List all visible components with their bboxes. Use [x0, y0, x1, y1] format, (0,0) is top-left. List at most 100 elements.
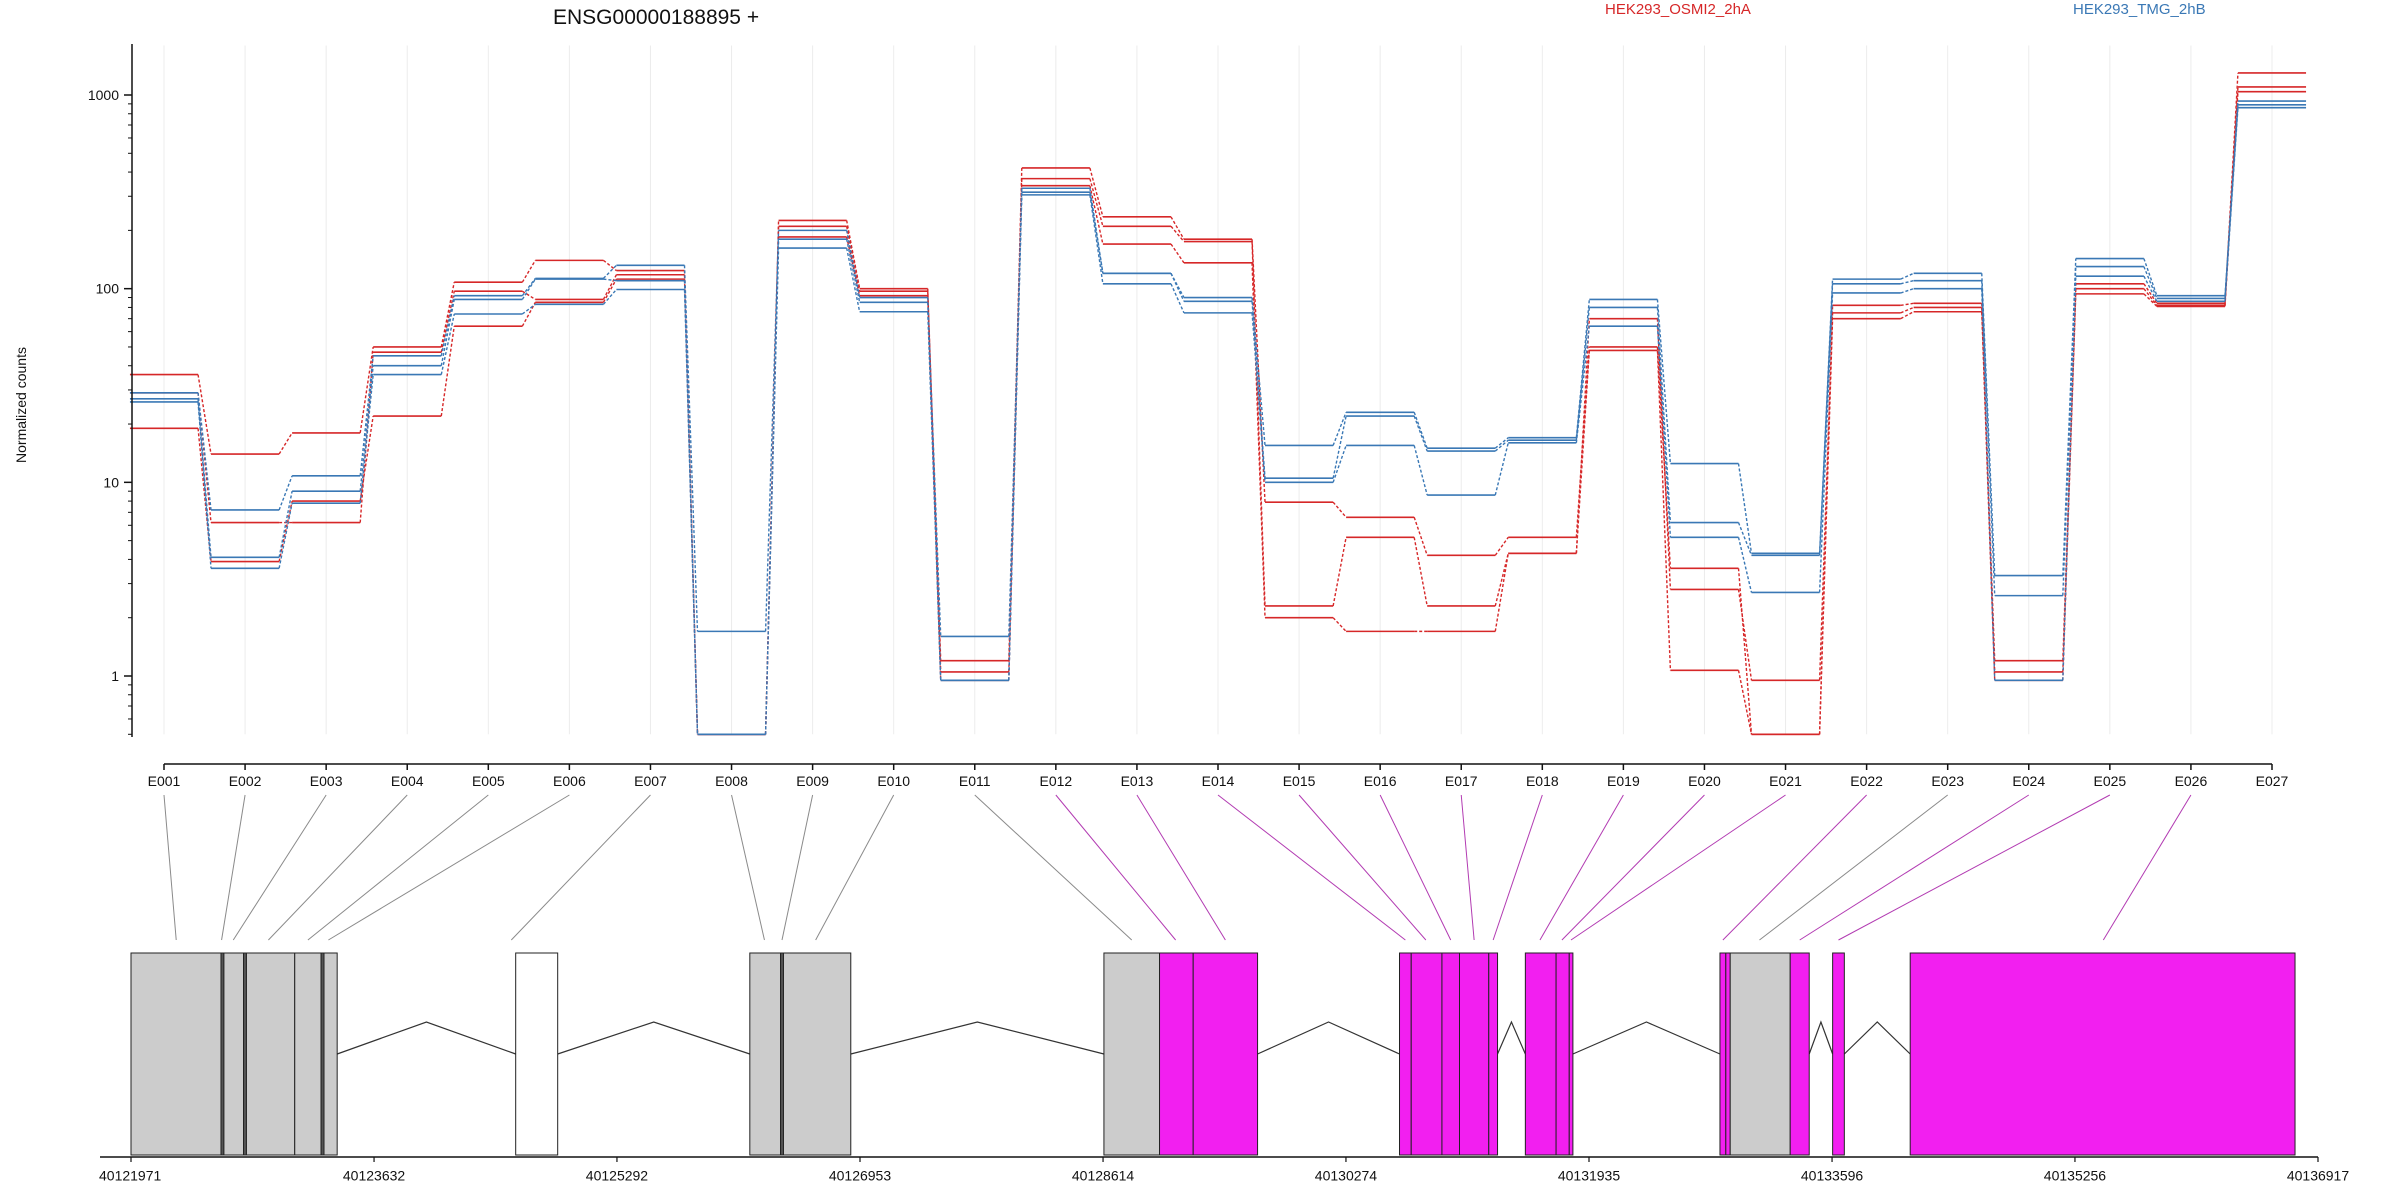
series-6-connector-22: [1900, 288, 1914, 294]
link-e015: [1298, 794, 1427, 941]
x-tick-label-e002: E002: [229, 773, 262, 789]
exon-block-22: [1555, 952, 1570, 1156]
series-6-connector-26: [2224, 107, 2239, 302]
series-3-connector-5: [521, 302, 536, 327]
y-axis-label: Normalized counts: [13, 347, 29, 463]
exon-block-21: [1524, 952, 1557, 1156]
link-e022: [1722, 794, 1867, 941]
link-e014: [1217, 794, 1406, 941]
series-1-connector-16: [1413, 517, 1428, 556]
link-e018: [1492, 794, 1543, 941]
intron-8: [1843, 1021, 1911, 1055]
exon-block-17: [1410, 952, 1443, 1156]
intron-7: [1808, 1020, 1834, 1055]
genome-tick-label-7: 40131935: [1558, 1167, 1621, 1183]
series-2-connector-5: [521, 290, 536, 301]
genome-tick-label-8: 40133596: [1801, 1167, 1864, 1183]
series-1-connector-1: [197, 374, 212, 455]
exon-block-1: [130, 952, 222, 1156]
link-e009: [781, 794, 814, 941]
link-e004: [268, 794, 408, 941]
link-e011: [974, 794, 1133, 941]
x-tick-label-e001: E001: [148, 773, 181, 789]
exon-block-6: [294, 952, 322, 1156]
series-4-connector-9: [845, 230, 861, 298]
series-2-connector-16: [1413, 537, 1428, 607]
series-3-connector-6: [602, 278, 618, 303]
series-3-connector-3: [359, 415, 374, 502]
link-e001: [163, 794, 177, 941]
series-6-connector-5: [521, 303, 536, 315]
grid-lines: [163, 45, 2273, 735]
series-5-connector-20: [1737, 522, 1753, 556]
link-e010: [815, 794, 895, 941]
series-4-connector-20: [1737, 463, 1753, 554]
series-5-connector-12: [1089, 192, 1104, 274]
x-tick-label-e024: E024: [2012, 773, 2045, 789]
x-tick-label-e019: E019: [1607, 773, 1640, 789]
series-1-connector-20: [1737, 568, 1753, 735]
series-4-connector-5: [521, 277, 536, 297]
series-3-connector-25: [2143, 293, 2158, 307]
legend-label-tmg: HEK293_TMG_2hB: [2073, 1, 2206, 18]
link-e023: [1759, 794, 1948, 941]
x-tick-label-e016: E016: [1364, 773, 1397, 789]
genome-tick-label-10: 40136917: [2287, 1167, 2350, 1183]
intron-2: [557, 1021, 751, 1055]
x-tick-label-e023: E023: [1931, 773, 1964, 789]
series-6-connector-10: [927, 311, 942, 681]
series-5-connector-2: [278, 491, 293, 558]
x-tick-label-e013: E013: [1121, 773, 1154, 789]
series-4-connector-6: [602, 264, 617, 279]
series-3-connector-17: [1494, 553, 1509, 632]
series-5-connector-5: [521, 278, 536, 300]
link-e008: [731, 794, 765, 941]
series-1-connector-14: [1251, 239, 1266, 503]
link-e005: [307, 794, 489, 941]
series-1-connector-25: [2143, 283, 2158, 304]
x-tick-label-e011: E011: [959, 773, 991, 789]
series-6-connector-17: [1494, 442, 1509, 496]
series-6-connector-4: [440, 313, 455, 375]
series-4-connector-4: [440, 295, 455, 356]
series-5-connector-9: [845, 239, 861, 303]
series-5-connector-21: [1818, 283, 1834, 556]
series-1-connector-15: [1332, 501, 1347, 518]
series-4-connector-12: [1089, 188, 1104, 274]
exon-block-8: [323, 952, 338, 1156]
exon-block-12: [782, 952, 852, 1156]
series-6-connector-15: [1332, 445, 1347, 483]
x-tick-label-e015: E015: [1283, 773, 1316, 789]
series-1-connector-5: [521, 260, 536, 283]
exon-block-28: [1832, 952, 1845, 1156]
series-4-connector-7: [683, 265, 699, 632]
series-1-connector-17: [1494, 536, 1509, 556]
series-4-connector-11: [1008, 188, 1023, 637]
series-4-connector-19: [1656, 299, 1672, 464]
genome-tick-label-6: 40130274: [1315, 1167, 1378, 1183]
series-1-connector-6: [603, 259, 617, 272]
genome-tick-label-4: 40126953: [829, 1167, 892, 1183]
series-6-connector-11: [1008, 194, 1023, 681]
series-5-connector-25: [2143, 266, 2158, 299]
exon-block-24: [1719, 952, 1727, 1156]
series-6-connector-9: [845, 247, 861, 312]
series-3-connector-22: [1900, 311, 1914, 320]
series-4-connector-2: [278, 475, 293, 511]
series-6-connector-19: [1656, 326, 1672, 538]
exon-block-3: [223, 952, 245, 1156]
series-6-connector-2: [278, 503, 293, 569]
series-4-connector-8: [764, 230, 780, 632]
series-5-connector-15: [1332, 415, 1347, 479]
series-4-connector-3: [359, 355, 374, 476]
series-2-connector-18: [1575, 318, 1591, 554]
x-tick-label-e005: E005: [472, 773, 505, 789]
series-4-connector-25: [2143, 258, 2158, 296]
series-6-connector-13: [1170, 283, 1185, 314]
x-tick-label-e022: E022: [1850, 773, 1883, 789]
series-5-connector-23: [1981, 280, 1996, 596]
x-tick-label-e017: E017: [1445, 773, 1478, 789]
series-2-connector-6: [602, 274, 618, 300]
x-tick-label-e003: E003: [310, 773, 343, 789]
exon-block-27: [1789, 952, 1810, 1156]
